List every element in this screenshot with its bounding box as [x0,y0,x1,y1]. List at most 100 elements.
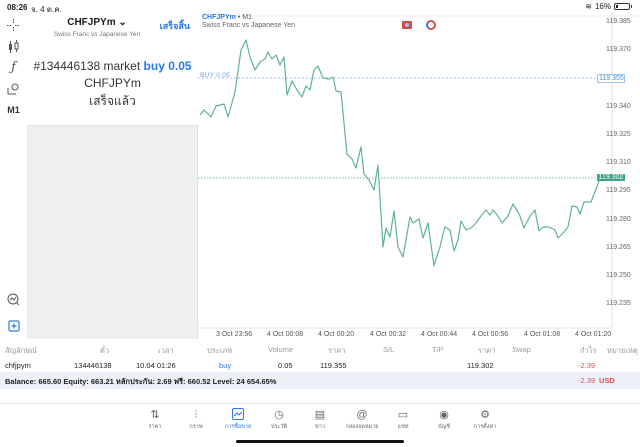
row-volume: 0.05 [278,361,293,370]
tab-label: ข่าว [315,424,325,430]
time-tick: 4 Oct 00:08 [267,331,304,338]
time-tick: 4 Oct 01:08 [524,331,561,338]
new-order-icon[interactable] [5,318,22,334]
time-tick: 4 Oct 00:32 [370,331,407,338]
order-ticket: #134446138 market [33,59,141,73]
chart-separator: • [237,14,241,21]
chart-header: CHFJPYm • M1 Swiss Franc vs Japanese Yen [202,14,295,29]
chat-icon: ▭ [397,409,409,421]
chevron-down-icon: ⌄ [118,17,127,28]
price-tick: 119.235 [606,300,631,307]
clock: 08:26 [7,3,28,12]
price-tick: 119.370 [606,46,631,53]
history-icon: ◷ [274,409,284,421]
row-symbol: chfjpym [5,361,31,370]
done-button[interactable]: เสร็จสิ้น [159,21,190,31]
col-type: ประเภท [207,346,233,355]
col-profit: กำไร [580,346,597,355]
time-tick: 3 Oct 23:56 [216,331,253,338]
tab-history[interactable]: ◷ ประวัติ [254,408,304,431]
tab-mailbox[interactable]: @ กล่องจดหมาย [337,408,387,431]
date: จ. 4 ต.ค. [31,5,62,14]
order-result-card: CHFJPYm ⌄ Swiss Franc vs Japanese Yen เส… [27,14,198,126]
price-tick: 119.265 [606,244,631,251]
trade-icon [213,408,263,422]
positions-table: สัญลักษณ์ ตั๋ว เวลา ประเภท Volume ราคา S… [0,341,640,389]
objects-icon[interactable] [5,80,22,96]
buy-line-label: BUY 0.05 [200,72,231,79]
charts-icon: ⫶ [194,409,198,421]
order-symbol: CHFJPYm [84,76,141,90]
tab-label: กล่องจดหมาย [345,424,379,430]
chart-timeframe: M1 [242,14,252,21]
gear-icon: ⚙ [480,409,490,421]
order-side: buy 0.05 [143,59,192,73]
timeframe-button[interactable]: M1 [7,105,20,115]
price-tick: 119.340 [606,103,631,110]
tab-accounts[interactable]: ◉ บัญชี [419,408,469,431]
col-volume: Volume [268,345,294,354]
bid-price-tag: 119.302 [597,174,625,181]
tab-label: กราฟ [189,424,203,430]
price-chart[interactable]: CHFJPYm • M1 Swiss Franc vs Japanese Yen [198,12,640,342]
quick-trade-icon[interactable] [5,291,22,307]
tab-label: การตั้งค่า [473,424,497,430]
tab-chat[interactable]: ▭ แชท [378,408,428,431]
candles-icon[interactable] [5,38,22,54]
price-tick: 119.310 [606,159,631,166]
symbol-selector[interactable]: CHFJPYm ⌄ [27,17,167,28]
crosshair-icon[interactable] [5,17,22,33]
battery-percent: 16% [594,2,611,11]
tab-quotes[interactable]: ⇅ ราคา [130,408,180,431]
signal-icon[interactable] [426,20,436,30]
chart-canvas[interactable] [198,12,640,342]
tab-charts[interactable]: ⫶ กราฟ [171,408,221,431]
time-tick: 4 Oct 00:20 [318,331,355,338]
home-indicator[interactable] [236,440,404,443]
col-swap: Swap [512,345,531,354]
tab-label: บัญชี [438,424,450,430]
status-right: ≋ 16% [585,2,632,11]
row-ticket: 134446138 [74,361,112,370]
chart-description: Swiss Franc vs Japanese Yen [202,22,295,29]
tab-settings[interactable]: ⚙ การตั้งค่า [460,408,510,431]
tab-label: ประวัติ [270,424,288,430]
total-profit: -2.39 [578,376,596,385]
currency: USD [599,376,615,385]
status-bar: 08:26 จ. 4 ต.ค. ≋ 16% [0,0,640,14]
price-tick: 119.280 [606,216,631,223]
price-tick: 119.250 [606,272,631,279]
tab-trade[interactable]: การซื้อขาย [213,408,263,431]
price-tick: 119.385 [606,18,631,25]
tab-news[interactable]: ▤ ข่าว [295,408,345,431]
news-icon: ▤ [314,409,326,421]
price-tick: 119.325 [606,131,631,138]
col-ticket: ตั๋ว [100,346,110,355]
battery-icon [614,3,632,10]
chart-toolbar: ƒ M1 [0,14,27,339]
tab-label: ราคา [148,424,162,430]
wifi-icon: ≋ [585,2,592,11]
col-price: ราคา [478,346,496,355]
symbol-name: CHFJPYm [67,17,116,28]
row-open-price: 119.355 [320,361,347,370]
row-profit: -2.39 [578,361,596,370]
buy-price-tag: 119.355 [597,74,625,83]
col-open-price: ราคา [328,346,346,355]
indicators-icon[interactable]: ƒ [11,59,16,75]
col-time: เวลา [158,346,174,355]
row-type: buy [219,361,232,370]
col-tp: T/P [432,345,444,354]
col-comment: หมายเหตุ [607,346,638,355]
order-panel: CHFJPYm ⌄ Swiss Franc vs Japanese Yen เส… [27,14,198,339]
table-row[interactable]: chfjpym 134446138 10.04 01:26 buy 0.05 1… [0,357,640,373]
bottom-tab-bar: ⇅ ราคา ⫶ กราฟ การซื้อขาย ◷ ประวัติ ▤ ข่า… [0,403,640,447]
time-tick: 4 Oct 00:56 [472,331,509,338]
time-tick: 4 Oct 01:20 [575,331,612,338]
tab-label: แชท [397,424,409,430]
order-status: เสร็จแล้ว [89,94,136,108]
one-click-trading-icon[interactable] [402,21,412,29]
mailbox-icon: @ [356,409,368,421]
symbol-description: Swiss Franc vs Japanese Yen [53,31,141,38]
table-header: สัญลักษณ์ ตั๋ว เวลา ประเภท Volume ราคา S… [0,341,640,357]
